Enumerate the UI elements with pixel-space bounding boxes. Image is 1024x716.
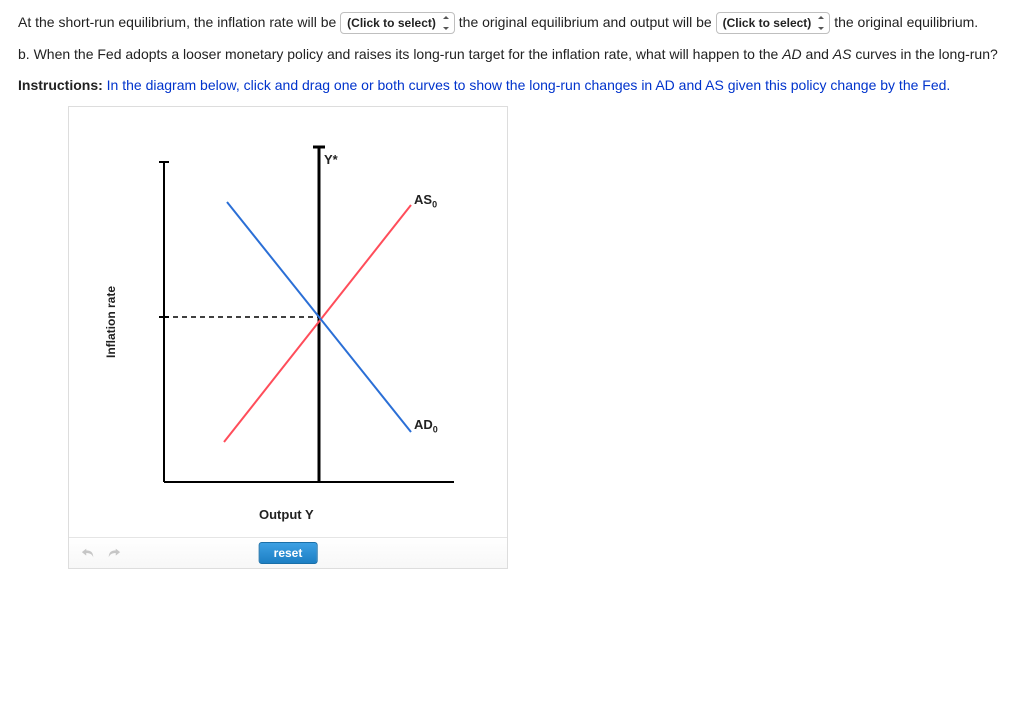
select-output[interactable]: (Click to select) [716,12,831,34]
ad-label: AD0 [414,417,438,435]
chart-svg[interactable] [69,107,507,537]
text: At the short-run equilibrium, the inflat… [18,14,336,30]
graph-area[interactable]: Inflation rate Output Y Y* AS0 AD0 [69,107,507,537]
instructions-text: In the diagram below, click and drag one… [103,77,951,93]
text: b. When the Fed adopts a looser monetary… [18,46,782,62]
reset-button[interactable]: reset [259,542,318,564]
text: the original equilibrium and output will… [459,14,712,30]
text: and [802,46,833,62]
graph-toolbar: reset [69,537,507,568]
question-line-a: At the short-run equilibrium, the inflat… [18,12,1006,34]
ad-term: AD [782,46,801,62]
as-label: AS0 [414,192,437,210]
graph-panel: Inflation rate Output Y Y* AS0 AD0 reset [68,106,508,569]
question-line-b: b. When the Fed adopts a looser monetary… [18,44,1006,65]
ystar-label: Y* [324,152,338,167]
instructions: Instructions: In the diagram below, clic… [18,75,1006,96]
x-axis-label: Output Y [259,507,314,522]
instructions-label: Instructions: [18,77,103,93]
as-term: AS [833,46,852,62]
undo-icon[interactable] [79,546,97,560]
text: the original equilibrium. [834,14,978,30]
select-inflation[interactable]: (Click to select) [340,12,455,34]
y-axis-label: Inflation rate [104,286,118,358]
redo-icon[interactable] [105,546,123,560]
text: curves in the long-run? [851,46,997,62]
